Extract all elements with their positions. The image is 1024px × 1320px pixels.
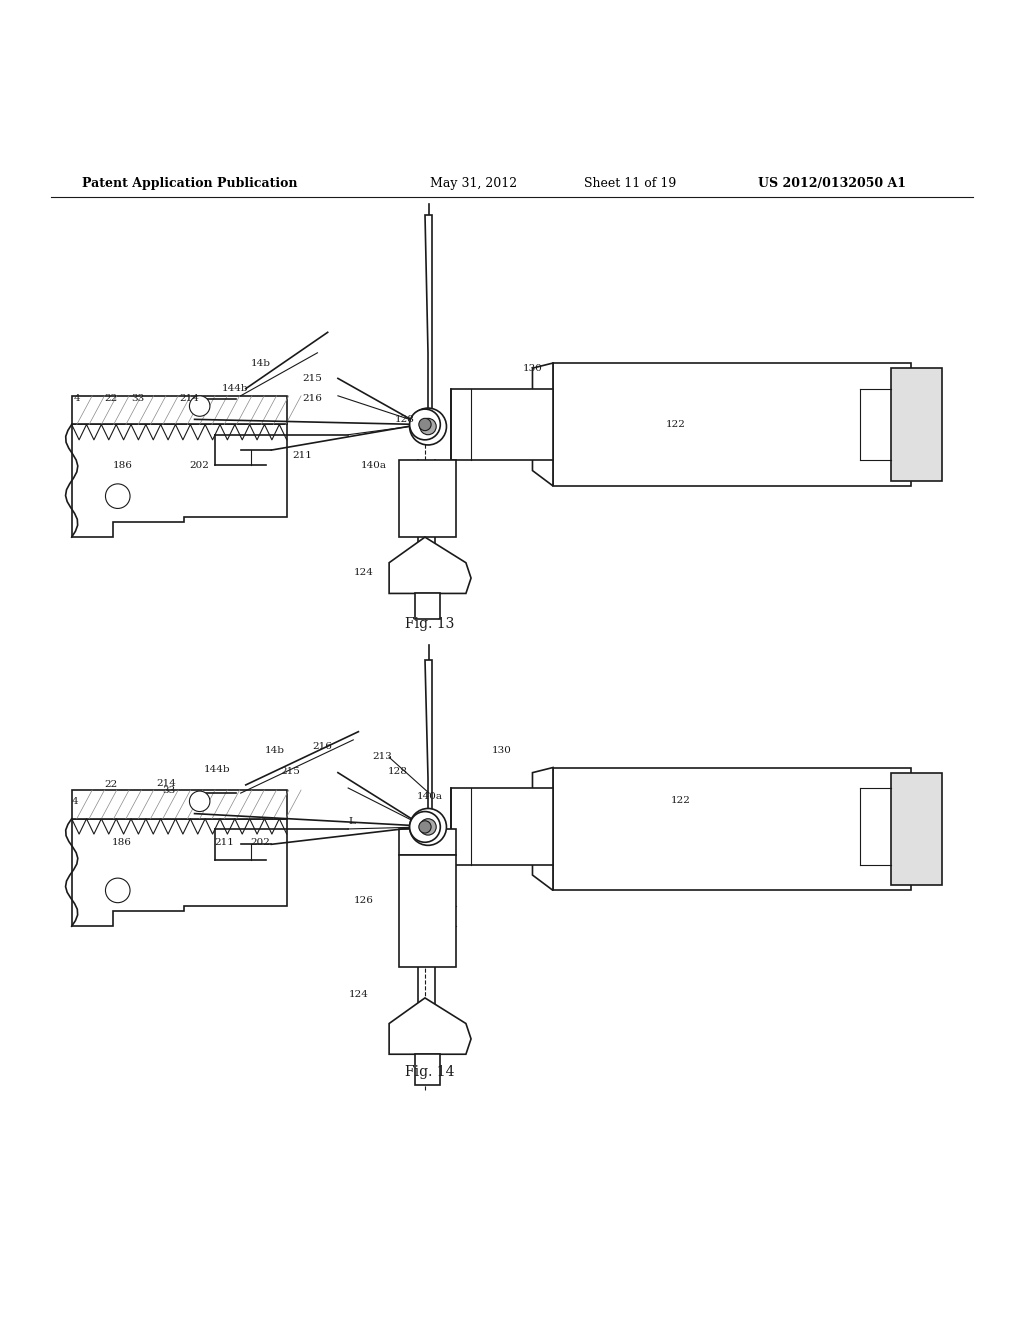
Text: 33: 33: [163, 785, 175, 795]
Polygon shape: [389, 537, 471, 594]
Text: 216: 216: [302, 395, 323, 404]
Circle shape: [410, 812, 440, 842]
Circle shape: [420, 418, 436, 434]
Text: 216: 216: [312, 742, 333, 751]
Text: 202: 202: [250, 838, 270, 846]
Circle shape: [419, 821, 431, 833]
Bar: [72, 791, 287, 818]
Text: 214: 214: [156, 779, 176, 788]
Text: 124: 124: [353, 569, 374, 577]
Circle shape: [410, 808, 446, 845]
Text: 215: 215: [302, 374, 323, 383]
Polygon shape: [532, 767, 553, 891]
Polygon shape: [425, 660, 432, 834]
Text: 122: 122: [671, 796, 691, 805]
Bar: [553, 363, 911, 486]
Circle shape: [420, 818, 436, 836]
Text: 202: 202: [189, 461, 210, 470]
Bar: [891, 772, 942, 886]
Polygon shape: [451, 388, 553, 461]
Text: 211: 211: [292, 450, 312, 459]
Text: 22: 22: [104, 780, 117, 789]
Text: 215: 215: [280, 767, 300, 776]
Text: 122: 122: [666, 420, 686, 429]
Text: US 2012/0132050 A1: US 2012/0132050 A1: [758, 177, 906, 190]
Text: Fig. 13: Fig. 13: [406, 618, 455, 631]
Polygon shape: [425, 215, 432, 434]
Bar: [415, 594, 440, 619]
Text: 33: 33: [132, 395, 144, 404]
Bar: [399, 461, 456, 537]
Bar: [415, 1055, 440, 1085]
Circle shape: [410, 409, 440, 440]
Bar: [891, 368, 942, 480]
Polygon shape: [451, 788, 553, 865]
Text: 211: 211: [214, 838, 234, 846]
Text: Fig. 14: Fig. 14: [406, 1065, 455, 1078]
Text: Patent Application Publication: Patent Application Publication: [82, 177, 297, 190]
Text: 130: 130: [492, 746, 512, 755]
Circle shape: [105, 484, 130, 508]
Text: 144b: 144b: [222, 384, 249, 393]
Circle shape: [419, 418, 431, 430]
Text: L: L: [349, 817, 355, 826]
Polygon shape: [72, 425, 287, 537]
Text: 124: 124: [348, 990, 369, 999]
Text: 140a: 140a: [417, 792, 443, 801]
Text: 4: 4: [74, 395, 80, 404]
Text: Sheet 11 of 19: Sheet 11 of 19: [584, 177, 676, 190]
Bar: [399, 854, 456, 968]
Text: 130: 130: [522, 363, 543, 372]
Text: 126: 126: [353, 896, 374, 906]
Text: 14b: 14b: [251, 359, 271, 367]
Text: 186: 186: [113, 461, 133, 470]
Text: 22: 22: [104, 395, 117, 404]
Text: May 31, 2012: May 31, 2012: [430, 177, 517, 190]
Text: 213: 213: [372, 752, 392, 760]
Polygon shape: [72, 818, 287, 927]
Text: 14b: 14b: [264, 746, 285, 755]
Text: 144b: 144b: [204, 766, 230, 774]
Circle shape: [189, 791, 210, 812]
Text: 140a: 140a: [360, 461, 387, 470]
Text: 128: 128: [394, 414, 415, 424]
Bar: [399, 829, 456, 854]
Bar: [72, 396, 287, 425]
Polygon shape: [389, 998, 471, 1055]
Text: 214: 214: [179, 395, 200, 404]
Text: 4: 4: [72, 797, 78, 805]
Polygon shape: [532, 363, 553, 486]
Text: 128: 128: [387, 767, 408, 776]
Circle shape: [189, 396, 210, 416]
Bar: [553, 767, 911, 891]
Circle shape: [105, 878, 130, 903]
Circle shape: [410, 408, 446, 445]
Text: 186: 186: [112, 838, 132, 846]
